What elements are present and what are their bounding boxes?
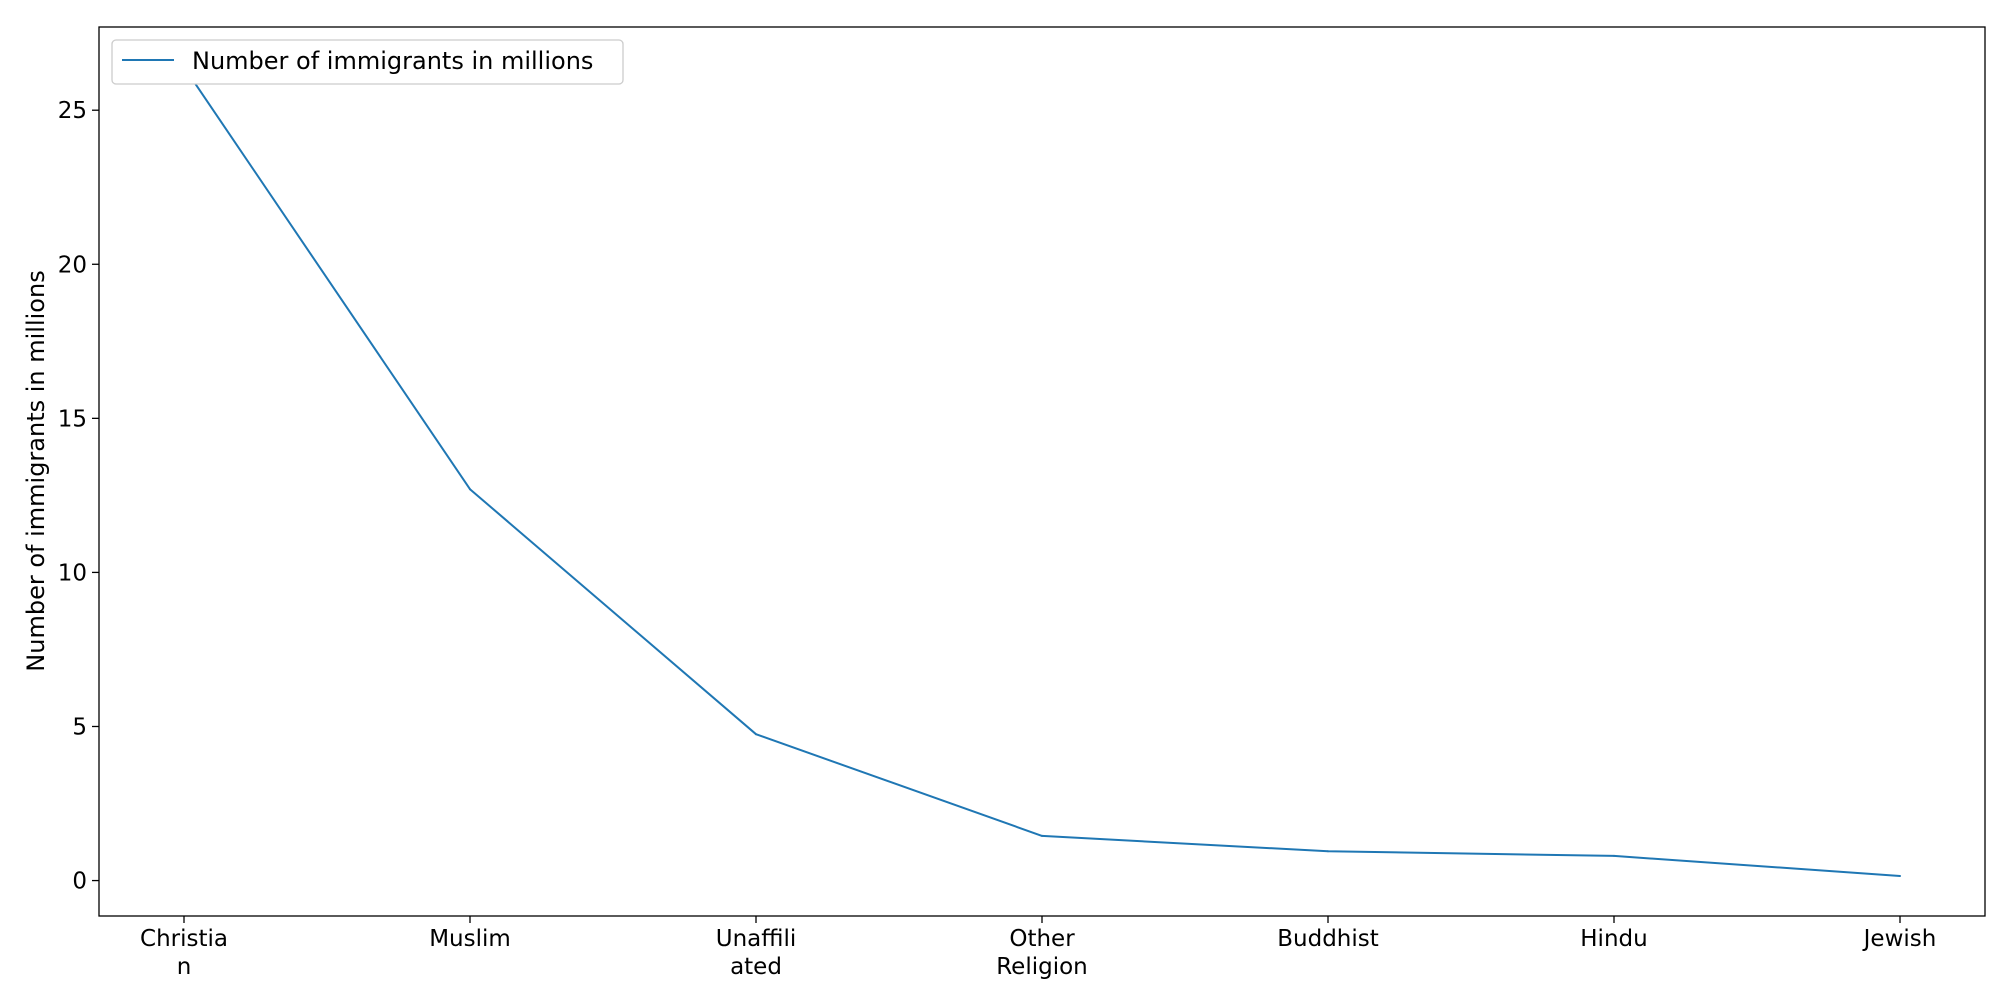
y-tick-label: 5 [72,714,87,740]
data-point [1613,854,1615,857]
x-tick-label-line: Unaffili [716,926,797,952]
legend: Number of immigrants in millions [111,39,624,85]
y-tick-label: 20 [58,252,87,278]
data-point [755,733,757,736]
x-tick-label-line: Muslim [429,926,511,952]
x-tick-label: Unaffili ated [716,926,797,980]
x-tick-label: Christia n [140,926,228,980]
legend-frame [111,39,624,85]
x-tick-label-line: Hindu [1580,926,1647,952]
x-tick-label-line: Religion [996,954,1088,980]
data-point [1899,874,1901,877]
legend-label: Number of immigrants in millions [192,47,593,75]
x-tick-label: Buddhist [1277,926,1379,952]
x-tick-label: Other Religion [996,926,1088,980]
y-tick-label: 0 [72,869,87,895]
x-tick-label-line: n [177,954,192,980]
y-tick-label: 25 [58,98,87,124]
data-point [469,488,471,491]
series-line [183,66,1901,877]
y-axis-title: Number of immigrants in millions [22,270,50,671]
x-tick-label-line: Jewish [1862,926,1937,952]
x-tick-label: Hindu [1580,926,1647,952]
x-tick-label: Muslim [429,926,511,952]
data-point [1327,850,1329,853]
y-tick-label: 10 [58,560,87,586]
x-tick-label-line: Christia [140,926,228,952]
x-tick-label-line: Buddhist [1277,926,1379,952]
y-axis-ticks: 0 5 10 15 20 25 [58,98,99,895]
plot-area-frame [98,26,1986,917]
x-axis-ticks: Christia n Muslim Unaffili ated Other Religion… [140,916,1936,980]
x-tick-label-line: Other [1009,926,1075,952]
x-tick-label-line: ated [730,954,782,980]
x-tick-label: Jewish [1862,926,1937,952]
series-layer [183,66,1901,877]
data-point [1041,834,1043,837]
y-tick-label: 15 [58,406,87,432]
